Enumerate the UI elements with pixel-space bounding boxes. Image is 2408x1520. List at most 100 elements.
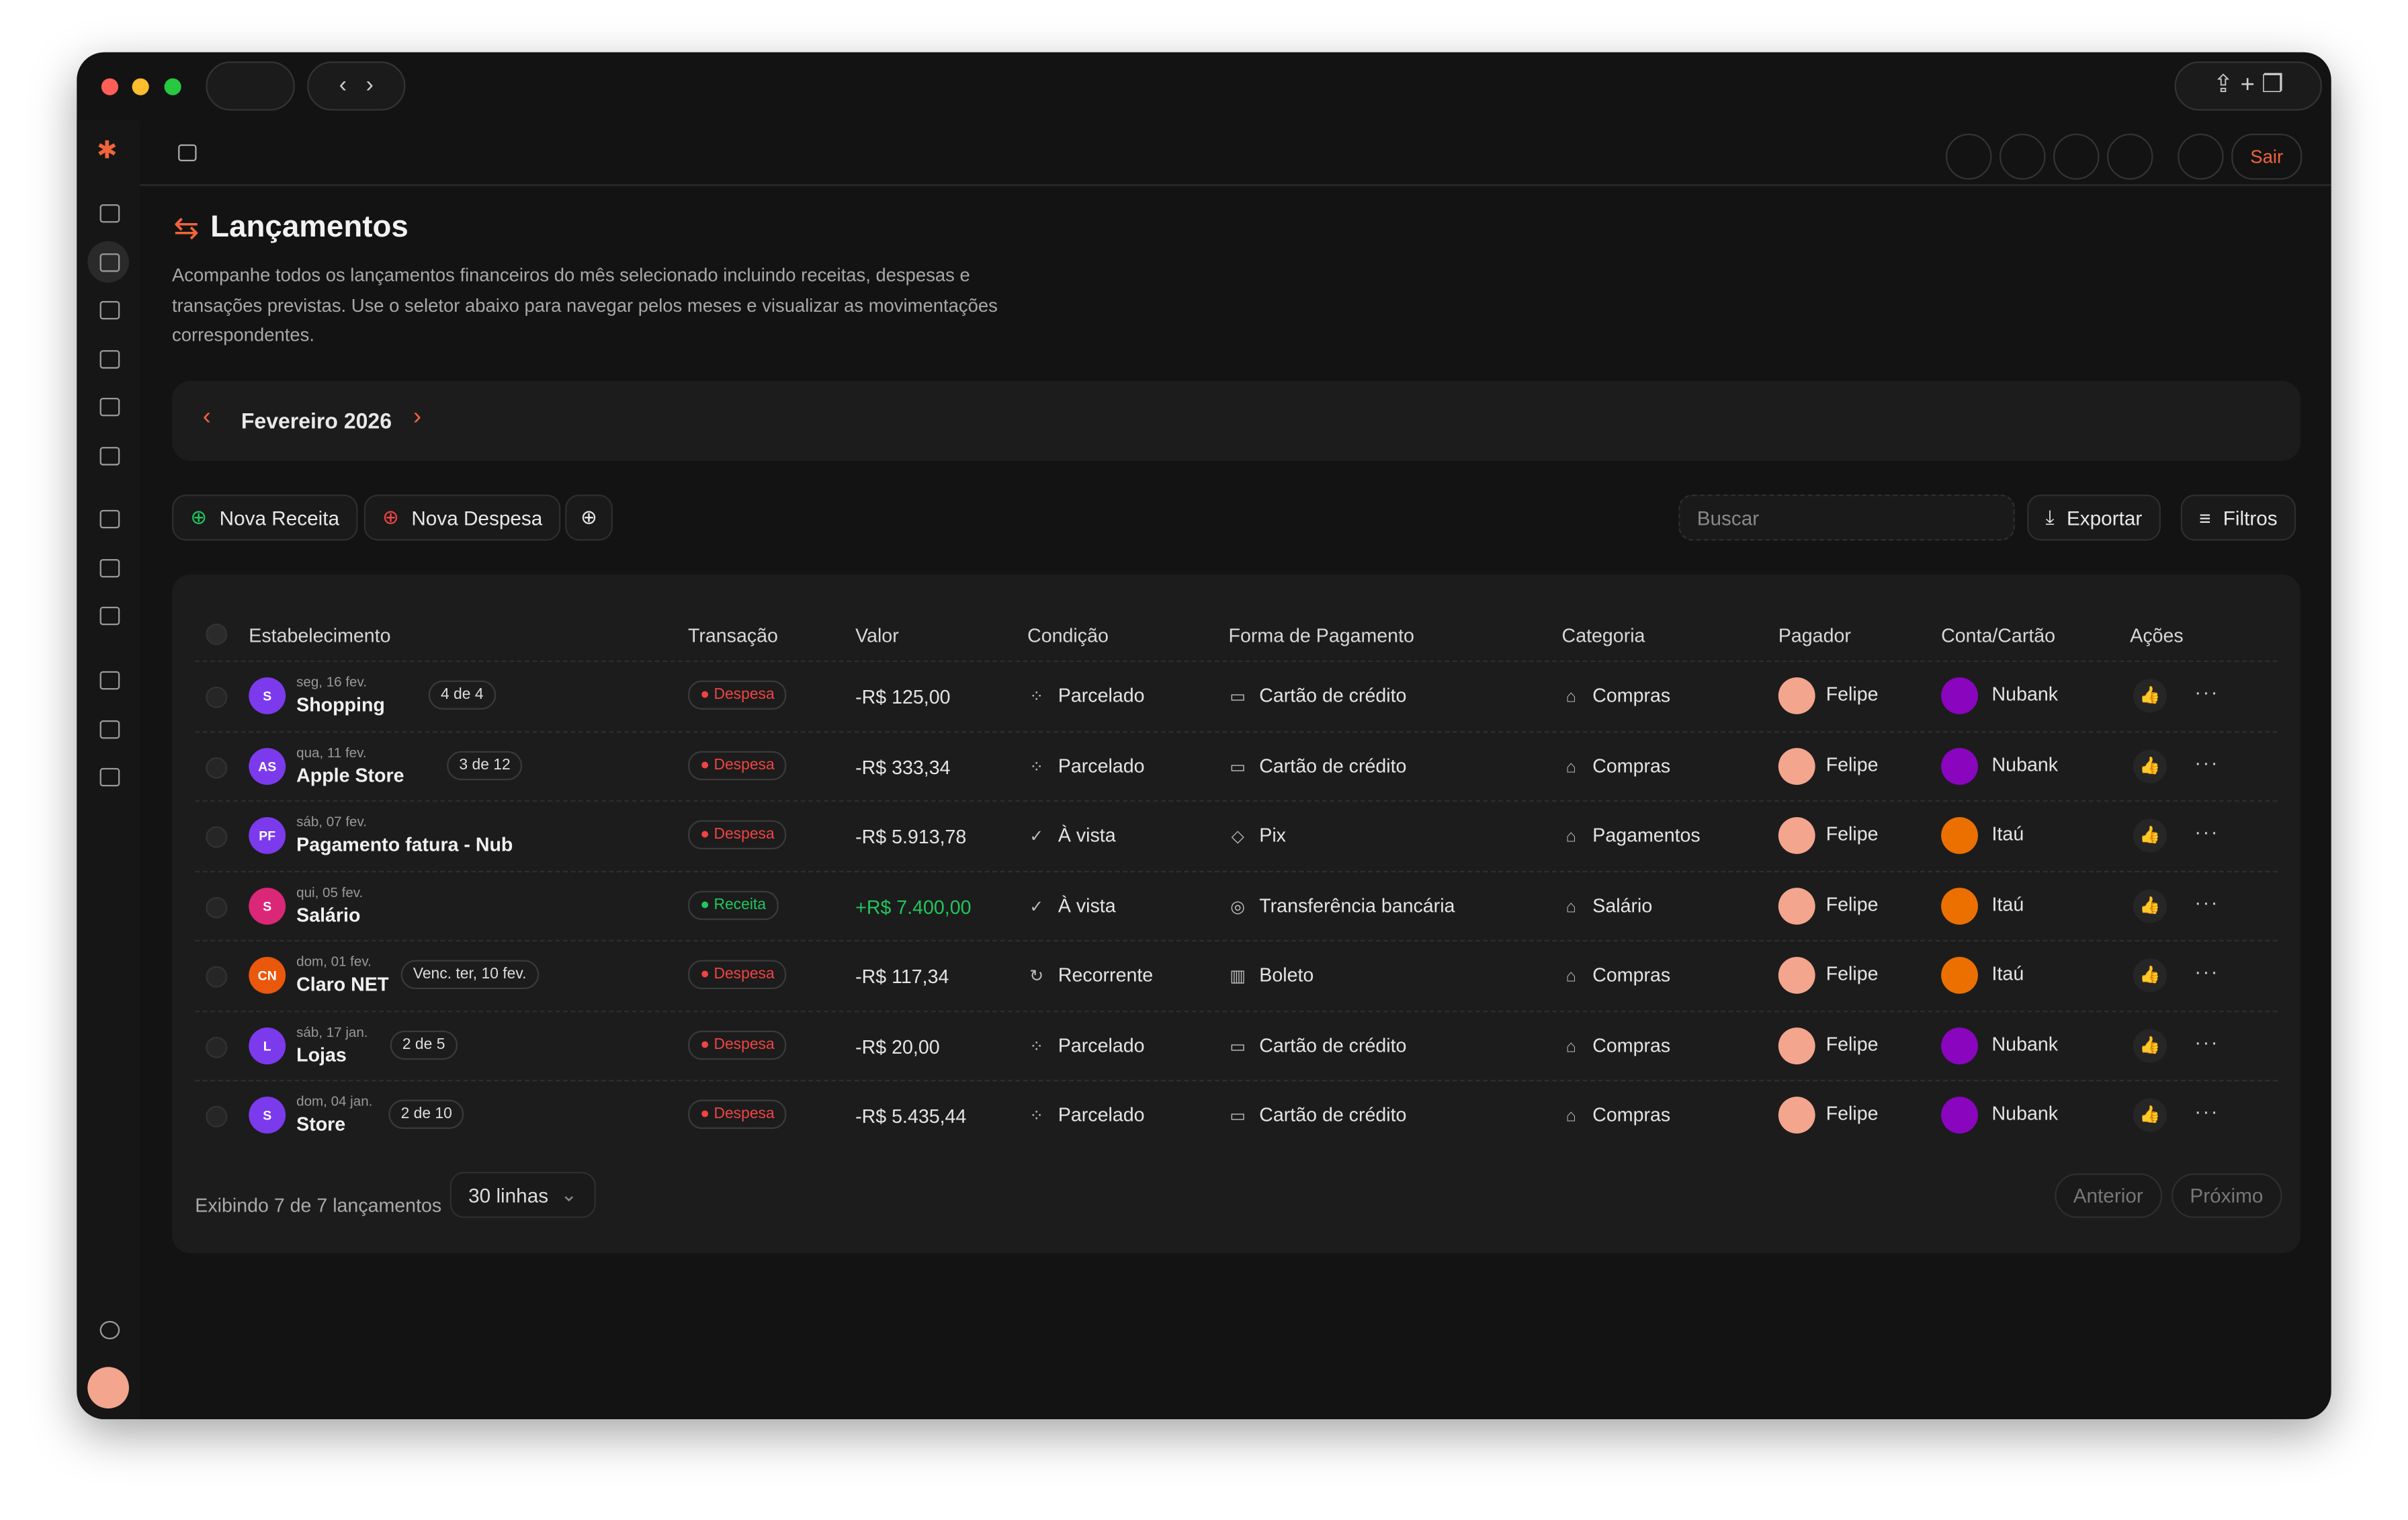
nav-buttons[interactable]: ‹ ›: [307, 61, 406, 111]
row-checkbox[interactable]: [206, 756, 228, 778]
payer: Felipe: [1825, 1033, 1879, 1055]
approve-button[interactable]: 👍: [2133, 1028, 2167, 1062]
notifications-button[interactable]: [1945, 133, 1992, 180]
table-row: PF sáb, 07 fev. Pagamento fatura - Nuba ● D…: [195, 800, 2278, 871]
payment-method-cell: ▭ Cartão de crédito: [1230, 1034, 1407, 1056]
avatar: PF: [249, 816, 286, 854]
payment-method: Cartão de crédito: [1259, 755, 1407, 777]
search-input[interactable]: Buscar: [1678, 494, 2015, 541]
condition-cell: ↻ Recorrente: [1029, 964, 1154, 986]
close-button[interactable]: [101, 78, 118, 95]
row-checkbox[interactable]: [206, 966, 228, 988]
more-button[interactable]: ···: [2194, 890, 2219, 913]
approve-button[interactable]: 👍: [2133, 818, 2167, 853]
nav-icon[interactable]: [99, 767, 120, 787]
more-button[interactable]: ···: [2194, 680, 2219, 704]
page-size-select[interactable]: 30 linhas ⌄: [449, 1171, 596, 1218]
category-cell: ⌂ Compras: [1565, 1034, 1671, 1056]
collapse-button[interactable]: [178, 144, 197, 161]
condition: À vista: [1058, 825, 1116, 847]
nav-icon[interactable]: [99, 606, 120, 626]
new-income-button[interactable]: ⊕ Nova Receita: [171, 494, 358, 541]
nav-icon[interactable]: [99, 253, 120, 272]
nav-active[interactable]: [87, 241, 129, 283]
more-button[interactable]: ···: [2194, 1099, 2219, 1123]
row-checkbox[interactable]: [206, 896, 228, 918]
row-checkbox[interactable]: [206, 1036, 228, 1058]
next-button[interactable]: Próximo: [2171, 1173, 2282, 1218]
nav-icon[interactable]: [99, 204, 120, 223]
nav-icon[interactable]: [99, 509, 120, 529]
more-button[interactable]: ···: [2194, 1029, 2219, 1053]
window-actions[interactable]: ⇪ + ❐: [2174, 61, 2322, 111]
account-logo: [1941, 956, 1978, 994]
nav-icon[interactable]: [99, 558, 120, 578]
nav-icon[interactable]: [99, 350, 120, 369]
theme-button[interactable]: [2106, 133, 2153, 180]
date: qui, 05 fev.: [296, 884, 363, 900]
avatar: CN: [249, 956, 286, 994]
button-label: Nova Receita: [219, 506, 340, 530]
establishment: Store: [296, 1113, 346, 1136]
export-button[interactable]: ⤓ Exportar: [2027, 494, 2161, 541]
visibility-button[interactable]: [2053, 133, 2100, 180]
filters-button[interactable]: ≡ Filtros: [2180, 494, 2296, 541]
category-cell: ⌂ Compras: [1565, 685, 1671, 707]
table-row: CN dom, 01 fev. Claro NET Venc. ter, 10 fev…: [195, 939, 2278, 1011]
account: Nubank: [1991, 753, 2059, 775]
row-checkbox[interactable]: [206, 826, 228, 848]
approve-button[interactable]: 👍: [2133, 679, 2167, 713]
amount: -R$ 125,00: [855, 686, 951, 708]
approve-button[interactable]: 👍: [2133, 888, 2167, 923]
nav-icon[interactable]: [99, 720, 120, 739]
previous-button[interactable]: Anterior: [2055, 1173, 2162, 1218]
nav-icon[interactable]: [99, 447, 120, 466]
button-label: Filtros: [2223, 506, 2278, 530]
column-header: Categoria: [1561, 625, 1645, 647]
type-badge: ● Despesa: [687, 820, 787, 849]
amount: -R$ 20,00: [855, 1036, 940, 1058]
add-button[interactable]: ⊕: [565, 494, 613, 541]
more-button[interactable]: ···: [2194, 750, 2219, 773]
app-window: ‹ › ⇪ + ❐ ✱ Sair ⇆ Lançamentos Acompanhe…: [77, 52, 2331, 1419]
approve-button[interactable]: 👍: [2133, 958, 2167, 993]
account: Nubank: [1991, 1033, 2059, 1055]
more-button[interactable]: ···: [2194, 960, 2219, 983]
establishment: Pagamento fatura - Nuba: [296, 834, 513, 856]
nav-icon[interactable]: [99, 300, 120, 320]
avatar: L: [249, 1026, 286, 1064]
exit-button[interactable]: Sair: [2231, 133, 2303, 180]
row-checkbox[interactable]: [206, 1105, 228, 1128]
sidebar-toggle[interactable]: [206, 61, 295, 111]
category: Compras: [1592, 1104, 1671, 1126]
condition: Parcelado: [1058, 755, 1145, 777]
avatar: S: [249, 886, 286, 924]
calculator-button[interactable]: [1999, 133, 2046, 180]
approve-button[interactable]: 👍: [2133, 749, 2167, 783]
user-avatar[interactable]: [87, 1367, 129, 1408]
select-all[interactable]: [206, 623, 228, 645]
account-logo: [1941, 1026, 1978, 1064]
month-label: Fevereiro 2026: [241, 408, 392, 433]
payer: Felipe: [1825, 823, 1879, 845]
select-label: 30 linhas: [468, 1183, 549, 1207]
date: dom, 04 jan.: [296, 1093, 373, 1109]
type-label: Despesa: [714, 826, 775, 843]
prev-month[interactable]: ‹: [202, 404, 211, 430]
settings-icon[interactable]: [99, 1320, 120, 1340]
column-header: Transação: [687, 625, 778, 647]
zoom-button[interactable]: [164, 78, 181, 95]
payment-method: Pix: [1259, 825, 1286, 847]
minimize-button[interactable]: [132, 78, 149, 95]
feedback-button[interactable]: [2178, 133, 2224, 180]
approve-button[interactable]: 👍: [2133, 1098, 2167, 1132]
nav-icon[interactable]: [99, 671, 120, 690]
row-checkbox[interactable]: [206, 686, 228, 708]
next-month[interactable]: ›: [413, 404, 422, 430]
more-button[interactable]: ···: [2194, 820, 2219, 843]
new-expense-button[interactable]: ⊕ Nova Despesa: [363, 494, 561, 541]
nav-icon[interactable]: [99, 397, 120, 417]
column-header: Forma de Pagamento: [1228, 625, 1414, 647]
